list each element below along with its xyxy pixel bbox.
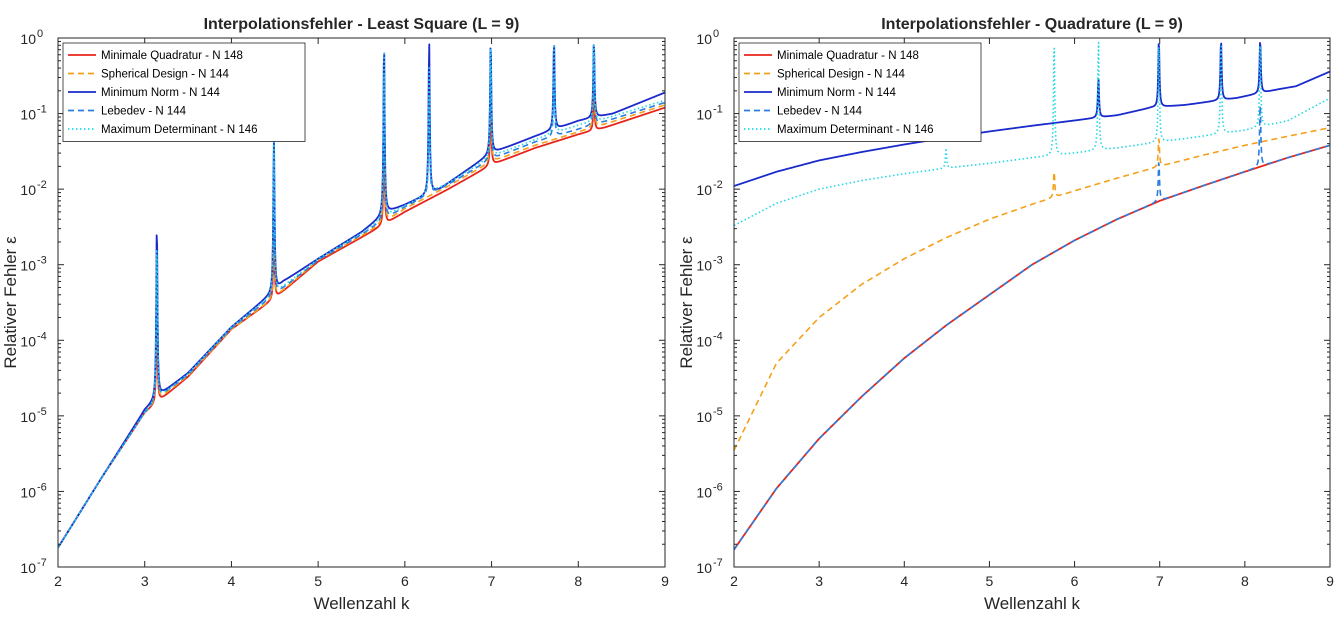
legend: Minimale Quadratur - N 148 Spherical Desi…: [739, 43, 981, 142]
y-tick-label: 10: [20, 333, 36, 349]
y-tick-exponent: -1: [37, 104, 47, 116]
y-tick-label: 10: [696, 484, 712, 500]
y-tick-label: 10: [696, 107, 712, 123]
legend-entry-label: Minimale Quadratur - N 148: [777, 50, 919, 62]
y-axis-label: Relativer Fehler ε: [677, 236, 696, 369]
y-tick-exponent: -4: [37, 330, 47, 342]
legend-entry-label: Maximum Determinant - N 146: [101, 124, 258, 136]
y-tick-exponent: -3: [37, 255, 47, 267]
x-tick-label: 8: [574, 573, 582, 589]
chart-title: Interpolationsfehler - Least Square (L =…: [204, 16, 520, 33]
y-tick-exponent: -2: [37, 179, 47, 191]
y-tick-exponent: -5: [713, 406, 723, 418]
y-tick-label: 10: [696, 258, 712, 274]
legend-entry-label: Spherical Design - N 144: [101, 69, 229, 81]
y-tick-label: 10: [20, 182, 36, 198]
x-tick-label: 9: [1326, 573, 1334, 589]
y-tick-exponent: -5: [37, 406, 47, 418]
x-tick-label: 2: [54, 573, 62, 589]
x-tick-label: 5: [986, 573, 994, 589]
legend-entry-label: Lebedev - N 144: [777, 106, 863, 118]
y-tick-label: 10: [696, 409, 712, 425]
x-tick-label: 5: [314, 573, 322, 589]
y-tick-exponent: -7: [37, 557, 47, 569]
y-tick-exponent: -3: [713, 255, 723, 267]
y-tick-label: 10: [20, 560, 36, 576]
x-tick-label: 2: [730, 573, 738, 589]
x-tick-label: 6: [401, 573, 409, 589]
legend: Minimale Quadratur - N 148 Spherical Desi…: [63, 43, 305, 142]
y-axis-label: Relativer Fehler ε: [1, 236, 20, 369]
x-tick-label: 6: [1071, 573, 1079, 589]
y-tick-exponent: -6: [37, 481, 47, 493]
y-tick-exponent: 0: [713, 28, 719, 40]
y-tick-exponent: -6: [713, 481, 723, 493]
y-tick-label: 10: [20, 31, 36, 47]
y-tick-exponent: -1: [713, 104, 723, 116]
chart-least-square: 2 3 4 5 6 7 8 910-710-610-510-410-310-210-110 0I…: [1, 16, 669, 613]
legend-entry-label: Lebedev - N 144: [101, 106, 187, 118]
x-tick-label: 4: [228, 573, 236, 589]
x-tick-label: 7: [488, 573, 496, 589]
y-tick-label: 10: [696, 333, 712, 349]
legend-entry-label: Minimum Norm - N 144: [777, 87, 896, 99]
y-tick-label: 10: [20, 107, 36, 123]
legend-entry-label: Spherical Design - N 144: [777, 69, 905, 81]
y-tick-label: 10: [696, 560, 712, 576]
y-tick-label: 10: [20, 258, 36, 274]
y-tick-exponent: -2: [713, 179, 723, 191]
x-tick-label: 3: [815, 573, 823, 589]
y-tick-exponent: 0: [37, 28, 43, 40]
y-tick-label: 10: [696, 31, 712, 47]
y-tick-label: 10: [696, 182, 712, 198]
x-axis-label: Wellenzahl k: [984, 594, 1081, 613]
x-tick-label: 7: [1156, 573, 1164, 589]
x-tick-label: 9: [661, 573, 669, 589]
x-tick-label: 3: [141, 573, 149, 589]
y-tick-label: 10: [20, 484, 36, 500]
legend-entry-label: Minimum Norm - N 144: [101, 87, 220, 99]
x-axis-label: Wellenzahl k: [313, 594, 410, 613]
legend-entry-label: Minimale Quadratur - N 148: [101, 50, 243, 62]
y-tick-exponent: -4: [713, 330, 723, 342]
chart-title: Interpolationsfehler - Quadrature (L = 9…: [881, 16, 1183, 33]
x-tick-label: 8: [1241, 573, 1249, 589]
y-tick-label: 10: [20, 409, 36, 425]
legend-entry-label: Maximum Determinant - N 146: [777, 124, 934, 136]
x-tick-label: 4: [900, 573, 908, 589]
y-tick-exponent: -7: [713, 557, 723, 569]
chart-quadrature: 2 3 4 5 6 7 8 910-710-610-510-410-310-210-110 0I…: [677, 16, 1334, 613]
